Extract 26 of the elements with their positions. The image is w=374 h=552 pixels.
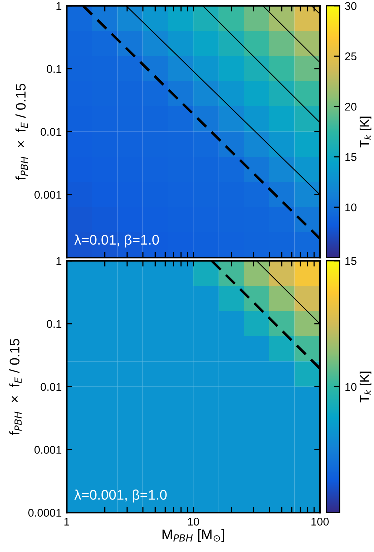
x-tick-label: 10	[188, 518, 200, 526]
y-tick-label: 1	[56, 257, 62, 266]
y-tick-label: 0.001	[34, 446, 62, 454]
x-axis-title: M$_{PBH}$ [M$_{⊙}$]	[162, 529, 224, 542]
y-tick-label: 0.1	[47, 320, 62, 328]
color-bar-title: T$_{k}$ [K]	[360, 372, 372, 403]
y-tick-label: 0.0001	[28, 509, 62, 517]
annotation: λ=0.001, β=1.0	[74, 490, 167, 503]
x-tick-label: 100	[312, 518, 329, 526]
color-bar-label: 20	[345, 103, 357, 111]
y-tick-label: 0.01	[40, 383, 62, 392]
color-bar-label: 30	[345, 2, 357, 10]
annotation: λ=0.01, β=1.0	[74, 234, 160, 248]
color-bar-label: 10	[346, 383, 357, 392]
x-tick-label: 1	[64, 518, 70, 526]
color-bar-label: 25	[345, 52, 357, 61]
y-axis-title: f$_{PBH}$ × f$_{E}$ / 0.15	[16, 84, 28, 180]
color-bar-label: 15	[346, 153, 357, 162]
y-tick-label: 1	[56, 2, 62, 10]
y-tick-label: 0.1	[47, 65, 62, 74]
color-bar-title: T$_{k}$ [K]	[360, 116, 372, 148]
y-tick-label: 0.01	[40, 128, 62, 136]
y-axis-title: f$_{PBH}$ × f$_{E}$ / 0.15	[10, 339, 22, 436]
color-bar-label: 10	[346, 204, 357, 212]
y-tick-label: 0.001	[34, 191, 62, 199]
color-bar-label: 15	[346, 257, 357, 266]
